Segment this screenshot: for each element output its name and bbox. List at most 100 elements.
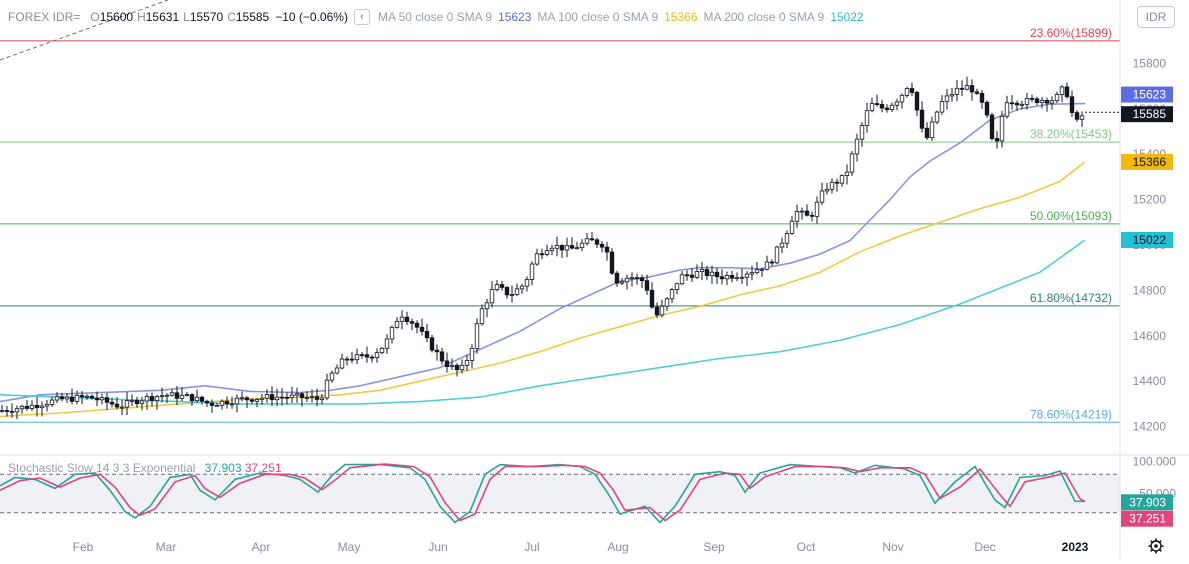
candle-body: [154, 396, 160, 401]
candle-body: [914, 92, 920, 111]
fib-level-label: 78.60%(14219): [1030, 407, 1112, 421]
candle-body: [64, 396, 70, 400]
candle-body: [799, 210, 805, 213]
candle-body: [634, 277, 640, 280]
candle-body: [709, 271, 715, 277]
candle-body: [539, 253, 545, 256]
price-axis-tick: 14800: [1133, 283, 1167, 297]
ma200-legend-label[interactable]: MA 200 close 0 SMA 9: [703, 10, 825, 24]
candle-body: [354, 354, 360, 361]
candle-body: [4, 410, 10, 412]
candle-body: [699, 269, 705, 272]
ohlc-high-value: 15631: [145, 10, 180, 24]
candle-body: [219, 400, 225, 406]
candle-body: [889, 104, 895, 111]
candle-body: [249, 399, 255, 402]
stochastic-legend: Stochastic Slow 14 3 3 Exponential 37.90…: [8, 461, 282, 475]
candle-body: [644, 280, 650, 291]
stochastic-band: [0, 474, 1120, 513]
ohlc-low-key: L: [183, 10, 190, 24]
candle-body: [779, 242, 785, 248]
candle-body: [274, 396, 280, 401]
time-axis-tick: Dec: [974, 540, 995, 554]
candle-body: [99, 397, 105, 401]
candle-body: [309, 396, 315, 399]
candle-body: [194, 396, 200, 402]
candle-body: [674, 283, 680, 290]
candle-body: [1049, 100, 1055, 104]
stochastic-d-line[interactable]: [0, 463, 1086, 522]
candle-body: [624, 277, 630, 283]
candle-body: [619, 281, 625, 284]
ma50-legend-value: 15623: [498, 10, 532, 24]
time-axis-tick: Apr: [252, 540, 271, 554]
candle-body: [289, 394, 295, 399]
gear-icon[interactable]: [1148, 538, 1164, 554]
candle-body: [739, 276, 745, 279]
candle-body: [689, 274, 695, 278]
candle-body: [639, 277, 645, 282]
candle-body: [839, 175, 845, 184]
ma-line-200[interactable]: [0, 239, 1086, 405]
ohlc-close-value: 15585: [235, 10, 270, 24]
ma100-price-tag: [1121, 153, 1173, 170]
candle-body: [784, 233, 790, 244]
candle-body: [114, 403, 120, 408]
candle-body: [324, 379, 330, 399]
candle-body: [554, 245, 560, 249]
price-axis-tick: 15200: [1133, 193, 1167, 207]
candle-body: [874, 103, 880, 105]
candle-body: [714, 271, 720, 278]
candle-body: [89, 395, 95, 399]
candle-body: [79, 395, 85, 398]
currency-select[interactable]: IDR: [1137, 6, 1175, 28]
ma-line-100[interactable]: [0, 161, 1086, 418]
ma100-legend-label[interactable]: MA 100 close 0 SMA 9: [537, 10, 659, 24]
candle-body: [84, 395, 90, 398]
candle-body: [69, 396, 75, 402]
candle-body: [949, 93, 955, 97]
candle-body: [1009, 102, 1015, 105]
candle-body: [719, 276, 725, 280]
candle-body: [809, 214, 815, 217]
candle-body: [54, 396, 60, 401]
candle-body: [314, 396, 320, 400]
candle-body: [179, 394, 185, 399]
candle-body: [134, 400, 140, 405]
candle-body: [989, 114, 995, 139]
candle-body: [299, 393, 305, 399]
candle-body: [559, 245, 565, 251]
candle-body: [864, 110, 870, 127]
candle-body: [404, 316, 410, 323]
ma50-legend-label[interactable]: MA 50 close 0 SMA 9: [377, 10, 493, 24]
stochastic-title[interactable]: Stochastic Slow 14 3 3 Exponential: [8, 461, 196, 475]
candle-body: [534, 253, 540, 265]
ma100-price-tag-label: 15366: [1133, 155, 1167, 169]
candle-body: [569, 245, 575, 249]
price-change: −10 (−0.06%): [275, 10, 348, 24]
candle-body: [869, 103, 875, 112]
candle-body: [364, 354, 370, 358]
candle-body: [264, 394, 270, 399]
collapse-legend-button[interactable]: ‹: [353, 9, 370, 25]
trend-line[interactable]: [0, 0, 169, 61]
candle-body: [159, 395, 165, 398]
candle-body: [684, 274, 690, 277]
candle-body: [824, 188, 830, 192]
symbol-label[interactable]: FOREX IDR=: [8, 10, 81, 24]
candle-body: [94, 397, 100, 401]
candle-body: [74, 395, 80, 402]
candle-body: [429, 337, 435, 351]
candle-body: [519, 285, 525, 290]
ma200-price-tag-label: 15022: [1133, 233, 1167, 247]
candle-body: [984, 101, 990, 116]
price-axis-tick: 14200: [1133, 420, 1167, 434]
candle-body: [479, 308, 485, 325]
time-axis-tick: Jul: [524, 540, 539, 554]
candle-body: [339, 358, 345, 369]
candle-body: [319, 397, 325, 400]
candle-body: [139, 400, 145, 405]
candle-body: [39, 405, 45, 409]
